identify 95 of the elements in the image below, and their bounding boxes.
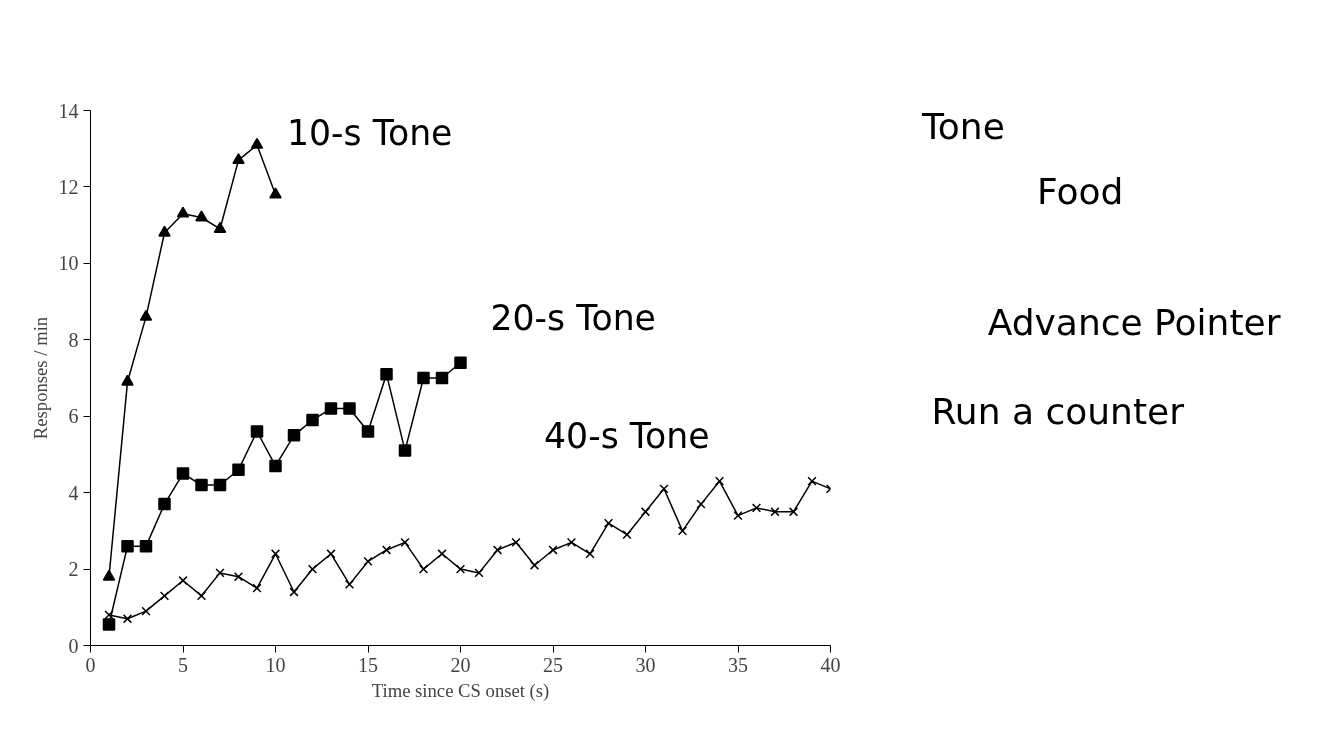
x-axis-title: Time since CS onset (s) [371, 679, 550, 702]
series-label: 40-s Tone [544, 416, 710, 457]
point [751, 503, 762, 513]
x-tick-label: 30 [635, 653, 656, 676]
y-tick-label: 14 [58, 99, 79, 122]
point [252, 583, 262, 593]
point [511, 537, 521, 547]
point [122, 614, 133, 624]
point [233, 572, 244, 582]
x-tick-label: 15 [358, 653, 378, 676]
point [141, 606, 151, 616]
point [659, 484, 669, 494]
x-tick-label: 0 [85, 653, 96, 676]
x-tick-label: 20 [450, 653, 471, 676]
point [232, 463, 245, 476]
text: Run a counter [931, 391, 1185, 433]
text: Advance Pointer [987, 302, 1281, 344]
point [398, 444, 412, 457]
point [158, 497, 171, 511]
x-tick-label: 5 [178, 653, 188, 676]
point [139, 539, 153, 553]
x-tick-label: 35 [728, 653, 748, 676]
point [788, 507, 799, 517]
point [417, 371, 430, 385]
point [696, 499, 706, 509]
point [306, 413, 319, 427]
point [215, 568, 225, 578]
point [622, 530, 632, 540]
series-label: 20-s Tone [490, 297, 656, 338]
point [474, 568, 484, 578]
point [733, 510, 743, 521]
x-tick-label: 40 [820, 653, 841, 676]
point [213, 221, 227, 233]
point [435, 371, 449, 385]
point [158, 225, 171, 237]
point [176, 206, 190, 218]
point [326, 549, 336, 559]
point [418, 564, 429, 574]
point [196, 591, 207, 601]
text: Food [1037, 170, 1124, 212]
y-tick-label: 2 [68, 558, 79, 581]
point [289, 587, 299, 597]
point [270, 549, 281, 559]
point [380, 367, 393, 381]
point [176, 467, 190, 480]
point [250, 137, 264, 149]
point [529, 560, 540, 570]
point [343, 402, 356, 415]
point [677, 526, 688, 536]
point [361, 425, 375, 438]
point [121, 374, 134, 386]
point [178, 575, 188, 586]
y-tick-label: 4 [68, 481, 79, 504]
point [566, 537, 577, 547]
point [770, 507, 780, 517]
y-tick-label: 0 [68, 634, 79, 657]
point [807, 476, 817, 486]
point [455, 564, 466, 574]
point [344, 579, 355, 589]
y-tick-label: 8 [68, 328, 79, 351]
point [104, 610, 114, 620]
point [307, 564, 318, 574]
y-tick-label: 6 [68, 405, 79, 428]
point [139, 309, 153, 321]
y-tick-label: 12 [58, 175, 79, 198]
point [213, 478, 227, 492]
point [269, 459, 282, 473]
point [159, 591, 170, 601]
point [603, 518, 614, 528]
y-tick-label: 10 [58, 252, 79, 275]
point [324, 402, 338, 415]
x-tick-label: 25 [543, 653, 563, 676]
point [195, 478, 208, 492]
point [363, 556, 373, 567]
point [585, 549, 595, 559]
series-label: 10-s Tone [287, 112, 453, 153]
point [287, 429, 301, 442]
point [640, 507, 651, 517]
point [548, 545, 558, 555]
point [492, 545, 503, 555]
point [102, 569, 116, 581]
point [400, 537, 410, 547]
point [269, 187, 282, 199]
point [454, 356, 467, 369]
y-axis-title: Responses / min [29, 316, 51, 440]
x-tick-label: 10 [265, 653, 286, 676]
point [102, 618, 116, 631]
point [714, 476, 725, 486]
point [437, 549, 447, 559]
point [250, 425, 264, 438]
point [381, 545, 392, 555]
point [121, 539, 134, 553]
point [232, 153, 245, 165]
point [195, 210, 208, 222]
text: Tone [920, 105, 1005, 147]
